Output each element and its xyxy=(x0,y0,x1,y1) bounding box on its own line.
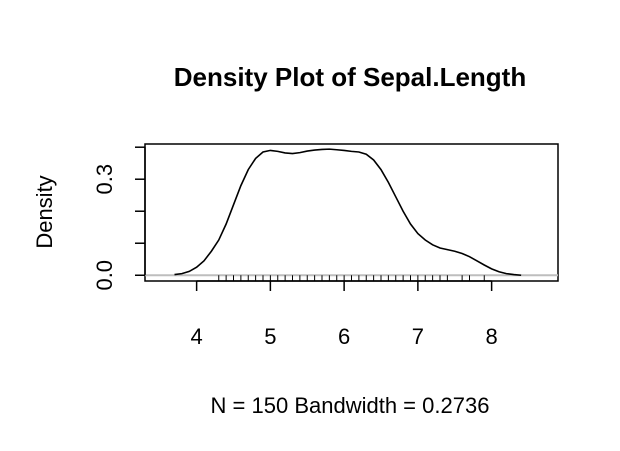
x-tick-label-6: 6 xyxy=(338,324,350,349)
chart-title: Density Plot of Sepal.Length xyxy=(174,62,526,92)
density-curve xyxy=(174,148,522,277)
x-tick-label-5: 5 xyxy=(264,324,276,349)
x-tick-label-7: 7 xyxy=(412,324,424,349)
y-tick-label-0: 0.0 xyxy=(92,260,117,291)
y-axis-label: Density xyxy=(32,175,57,248)
plot-layer: 4 5 6 7 8 0.0 0.3 xyxy=(92,146,558,349)
x-tick-label-8: 8 xyxy=(486,324,498,349)
x-tick-label-4: 4 xyxy=(191,324,203,349)
plot-frame xyxy=(144,143,559,282)
x-axis-label: N = 150 Bandwidth = 0.2736 xyxy=(211,393,490,418)
y-tick-label-3: 0.3 xyxy=(92,164,117,195)
